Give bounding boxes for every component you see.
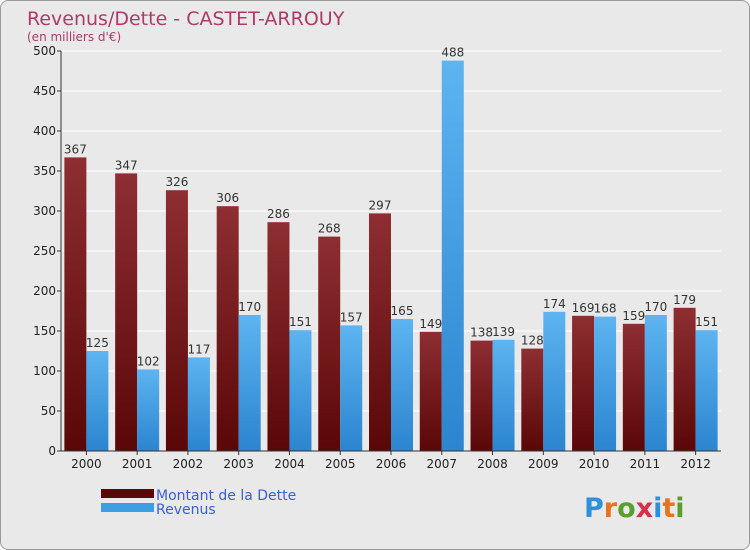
x-tick-label: 2010 xyxy=(579,457,610,471)
value-labels: 367 125 347 102 326 117 306 170 286 151 268 157 297 1… xyxy=(64,46,718,369)
value-label: 168 xyxy=(594,302,617,316)
bar-debt xyxy=(572,315,595,451)
value-label: 128 xyxy=(521,334,544,348)
value-label: 138 xyxy=(470,326,493,340)
x-tick-label: 2009 xyxy=(528,457,559,471)
bar-debt xyxy=(267,222,290,451)
value-label: 367 xyxy=(64,142,87,156)
bar-debt xyxy=(318,236,341,451)
bar-debt xyxy=(521,348,544,451)
proxiti-logo: Proxiti xyxy=(584,493,685,524)
bar-debt xyxy=(216,206,239,451)
logo-letter: t xyxy=(662,493,675,524)
x-tick-label: 2011 xyxy=(630,457,661,471)
x-tick-label: 2007 xyxy=(426,457,457,471)
value-label: 102 xyxy=(137,354,160,368)
bar-revenus xyxy=(594,316,617,451)
value-label: 347 xyxy=(115,158,138,172)
legend-label-debt: Montant de la Dette xyxy=(156,488,296,504)
x-tick-label: 2001 xyxy=(122,457,153,471)
y-tick-label: 450 xyxy=(33,84,56,98)
x-tick-label: 2004 xyxy=(274,457,305,471)
x-tick-label: 2003 xyxy=(223,457,254,471)
value-label: 151 xyxy=(289,315,312,329)
y-tick-label: 50 xyxy=(41,404,56,418)
value-label: 179 xyxy=(673,293,696,307)
logo-letter: r xyxy=(604,493,618,524)
bar-debt xyxy=(622,323,645,451)
bar-debt xyxy=(419,331,442,451)
value-label: 139 xyxy=(492,325,515,339)
legend: Montant de la Dette Revenus xyxy=(101,488,296,518)
y-tick-label: 0 xyxy=(48,444,56,458)
value-label: 174 xyxy=(543,297,566,311)
y-tick-label: 350 xyxy=(33,164,56,178)
chart-subtitle: (en milliers d'€) xyxy=(27,30,121,44)
x-tick-label: 2002 xyxy=(173,457,204,471)
chart-title: Revenus/Dette - CASTET-ARROUY xyxy=(27,8,345,30)
bar-revenus xyxy=(187,357,210,451)
bar-revenus xyxy=(86,351,109,451)
bar-revenus xyxy=(340,325,363,451)
x-tick-label: 2008 xyxy=(477,457,508,471)
logo-letter: i xyxy=(653,493,662,524)
bar-revenus xyxy=(695,330,718,451)
x-axis-tick-labels: 2000 2001 2002 2003 2004 2005 2006 2007 2008 2009… xyxy=(71,451,711,471)
value-label: 170 xyxy=(238,300,261,314)
x-tick-label: 2012 xyxy=(680,457,711,471)
bar-debt xyxy=(673,307,696,451)
y-tick-label: 300 xyxy=(33,204,56,218)
y-tick-label: 150 xyxy=(33,324,56,338)
value-label: 125 xyxy=(86,336,109,350)
logo-letter: o xyxy=(617,493,636,524)
bar-revenus xyxy=(238,315,261,451)
value-label: 170 xyxy=(644,300,667,314)
value-label: 286 xyxy=(267,207,290,221)
bar-revenus xyxy=(492,339,515,451)
bar-debt xyxy=(165,190,188,451)
logo-letter: P xyxy=(584,493,604,524)
x-tick-label: 2000 xyxy=(71,457,102,471)
value-label: 157 xyxy=(340,310,363,324)
value-label: 306 xyxy=(216,191,239,205)
value-label: 117 xyxy=(187,342,210,356)
value-label: 326 xyxy=(165,175,188,189)
bar-revenus xyxy=(137,369,160,451)
bar-debt xyxy=(369,213,391,451)
bar-revenus xyxy=(543,311,566,451)
value-label: 165 xyxy=(391,304,414,318)
value-label: 151 xyxy=(695,315,718,329)
logo-letter: x xyxy=(636,493,653,524)
value-label: 159 xyxy=(622,309,645,323)
value-label: 268 xyxy=(318,222,341,236)
y-tick-label: 100 xyxy=(33,364,56,378)
legend-swatch-revenus xyxy=(101,503,154,512)
x-tick-label: 2005 xyxy=(325,457,356,471)
bar-revenus xyxy=(441,60,464,451)
bar-debt xyxy=(64,157,87,451)
y-tick-label: 400 xyxy=(33,124,56,138)
legend-label-revenus: Revenus xyxy=(156,502,216,518)
bar-revenus xyxy=(391,319,413,451)
value-label: 488 xyxy=(441,46,464,60)
logo-letter: i xyxy=(675,493,684,524)
y-tick-label: 200 xyxy=(33,284,56,298)
x-tick-label: 2006 xyxy=(376,457,407,471)
value-label: 149 xyxy=(419,317,442,331)
bars xyxy=(64,60,718,451)
legend-swatch-debt xyxy=(101,489,154,498)
y-tick-label: 500 xyxy=(33,44,56,58)
bar-debt xyxy=(470,340,493,451)
y-axis-tick-labels: 0 50 100 150 200 250 300 350 400 450 500 xyxy=(33,44,56,458)
bar-debt xyxy=(115,173,138,451)
y-tick-label: 250 xyxy=(33,244,56,258)
value-label: 297 xyxy=(369,198,392,212)
bar-revenus xyxy=(644,315,667,451)
value-label: 169 xyxy=(572,301,595,315)
bar-revenus xyxy=(289,330,312,451)
